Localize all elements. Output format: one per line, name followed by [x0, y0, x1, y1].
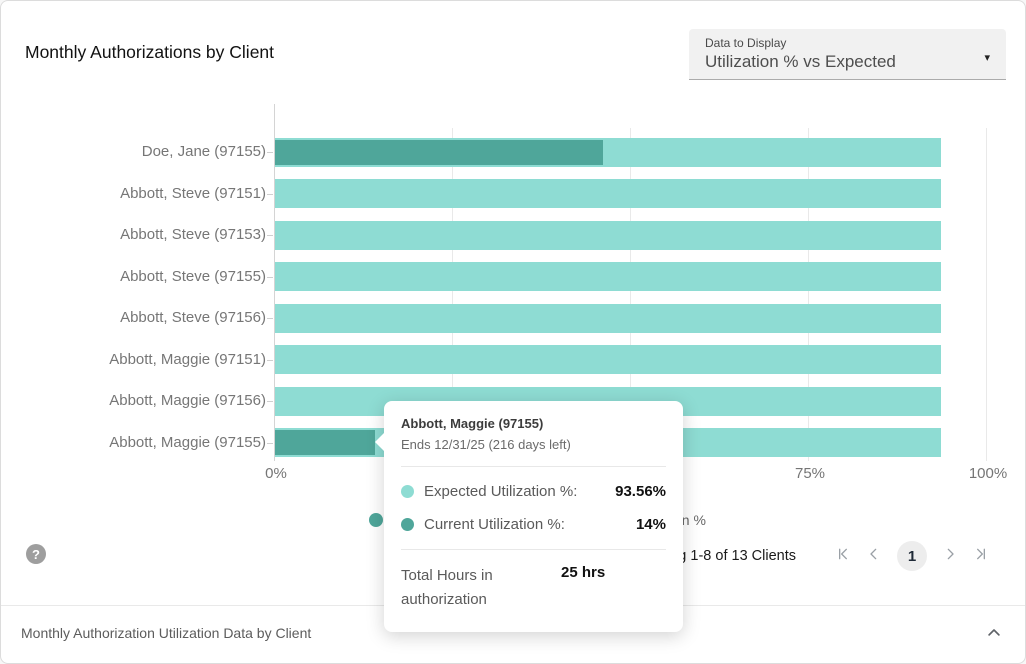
gridline [986, 128, 987, 461]
current-utilization-bar[interactable] [275, 430, 375, 455]
x-axis-tick-label: 75% [794, 465, 826, 482]
data-to-display-dropdown[interactable]: Data to Display Utilization % vs Expecte… [689, 29, 1006, 80]
caret-down-icon: ▾ [984, 52, 990, 64]
chevron-left-icon [866, 546, 882, 567]
current-page-button[interactable]: 1 [897, 541, 927, 571]
tooltip-series-dot [401, 485, 414, 498]
expected-utilization-bar[interactable] [275, 262, 942, 291]
gridline [808, 128, 809, 461]
dropdown-label: Data to Display [705, 36, 787, 50]
y-axis-category-label: Abbott, Steve (97151) [120, 184, 266, 202]
y-axis-category-label: Doe, Jane (97155) [141, 143, 266, 160]
y-axis-tick [267, 318, 273, 319]
tooltip-footer-label: Total Hours in authorization [401, 567, 493, 608]
first-page-button[interactable] [835, 548, 851, 564]
y-axis-tick [267, 193, 273, 195]
gridline [630, 128, 631, 461]
tooltip-series-row: Current Utilization %: 14% [401, 516, 666, 533]
expected-utilization-bar[interactable] [275, 179, 942, 208]
chart-tooltip: Abbott, Maggie (97155) Ends 12/31/25 (21… [375, 401, 683, 632]
help-icon[interactable]: ? [26, 544, 46, 564]
previous-page-button[interactable] [866, 548, 882, 564]
tooltip-arrow [375, 433, 384, 451]
tooltip-footer-value: 25 hrs [561, 564, 606, 581]
expected-utilization-bar[interactable] [275, 345, 942, 374]
y-axis-tick [267, 235, 273, 236]
tooltip-series-value: 93.56% [615, 483, 666, 500]
gridline [452, 128, 453, 461]
chevron-up-icon [985, 624, 1003, 642]
expected-utilization-bar[interactable] [275, 220, 942, 250]
tooltip-divider [401, 466, 666, 467]
tooltip-footer-row: Total Hours in authorization 25 hrs [401, 564, 666, 612]
x-axis-tick-label: 0% [265, 465, 287, 482]
page-title: Monthly Authorizations by Client [25, 42, 275, 62]
tooltip-series-label: Current Utilization %: [424, 516, 565, 533]
tooltip-series-dot [401, 518, 414, 531]
tooltip-series-label: Expected Utilization %: [424, 483, 578, 500]
y-axis-category-label: Abbott, Steve (97155) [120, 267, 266, 285]
dropdown-selected-value: Utilization % vs Expected [705, 52, 896, 71]
expected-utilization-bar[interactable] [275, 303, 942, 333]
x-axis-tick-label: 100% [968, 465, 1008, 482]
first-page-icon [835, 546, 851, 567]
y-axis-category-label: Abbott, Maggie (97156) [109, 392, 266, 409]
y-axis-tick [267, 401, 273, 402]
tooltip-divider [401, 549, 666, 550]
y-axis-tick [267, 152, 273, 153]
tooltip-series-value: 14% [635, 516, 666, 533]
y-axis-line [274, 104, 275, 461]
y-axis-category-label: Abbott, Steve (97156) [120, 309, 266, 326]
chevron-right-icon [942, 546, 958, 567]
y-axis-category-label: Abbott, Maggie (97155) [109, 433, 266, 451]
next-page-button[interactable] [942, 548, 958, 564]
y-axis-tick [267, 276, 273, 278]
y-axis-tick [267, 359, 273, 361]
y-axis-category-label: Abbott, Steve (97153) [120, 226, 266, 243]
footer-panel-title: Monthly Authorization Utilization Data b… [21, 625, 312, 641]
tooltip-subtitle: Ends 12/31/25 (216 days left) [401, 437, 571, 452]
tooltip-series-row: Expected Utilization %: 93.56% [401, 483, 666, 500]
y-axis-category-label: Abbott, Maggie (97151) [109, 350, 266, 368]
footer-panel-header[interactable]: Monthly Authorization Utilization Data b… [1, 606, 1025, 663]
tooltip-title: Abbott, Maggie (97155) [401, 416, 544, 431]
y-axis-tick [267, 442, 273, 444]
legend-dot [369, 513, 383, 527]
last-page-button[interactable] [973, 548, 989, 564]
last-page-icon [973, 546, 989, 567]
pagination-controls: 1 [835, 541, 989, 571]
current-utilization-bar[interactable] [275, 139, 603, 165]
